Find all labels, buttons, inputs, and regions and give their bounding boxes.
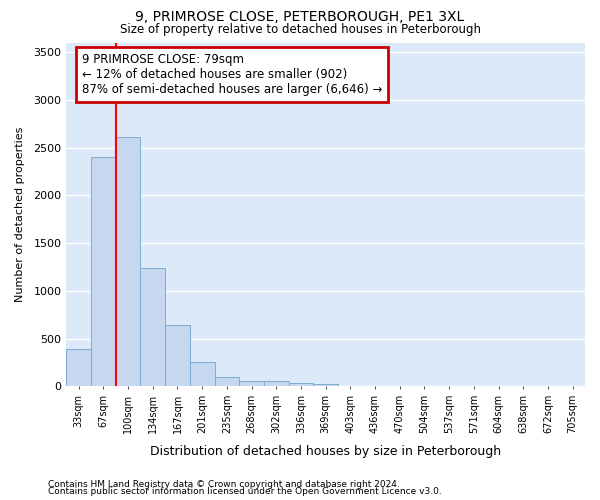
Y-axis label: Number of detached properties: Number of detached properties (15, 126, 25, 302)
Bar (215, 378, 239, 386)
Bar (313, 384, 338, 386)
Bar (264, 381, 289, 386)
Bar (239, 381, 264, 386)
Text: Size of property relative to detached houses in Peterborough: Size of property relative to detached ho… (119, 22, 481, 36)
Bar (190, 362, 215, 386)
Bar (116, 137, 140, 386)
Bar (140, 268, 165, 386)
Text: 9 PRIMROSE CLOSE: 79sqm
← 12% of detached houses are smaller (902)
87% of semi-d: 9 PRIMROSE CLOSE: 79sqm ← 12% of detache… (82, 53, 382, 96)
Bar (289, 382, 313, 386)
Text: 9, PRIMROSE CLOSE, PETERBOROUGH, PE1 3XL: 9, PRIMROSE CLOSE, PETERBOROUGH, PE1 3XL (136, 10, 464, 24)
X-axis label: Distribution of detached houses by size in Peterborough: Distribution of detached houses by size … (150, 444, 501, 458)
Bar (67, 349, 91, 387)
Bar (91, 157, 116, 386)
Text: Contains public sector information licensed under the Open Government Licence v3: Contains public sector information licen… (48, 487, 442, 496)
Text: Contains HM Land Registry data © Crown copyright and database right 2024.: Contains HM Land Registry data © Crown c… (48, 480, 400, 489)
Bar (165, 325, 190, 386)
